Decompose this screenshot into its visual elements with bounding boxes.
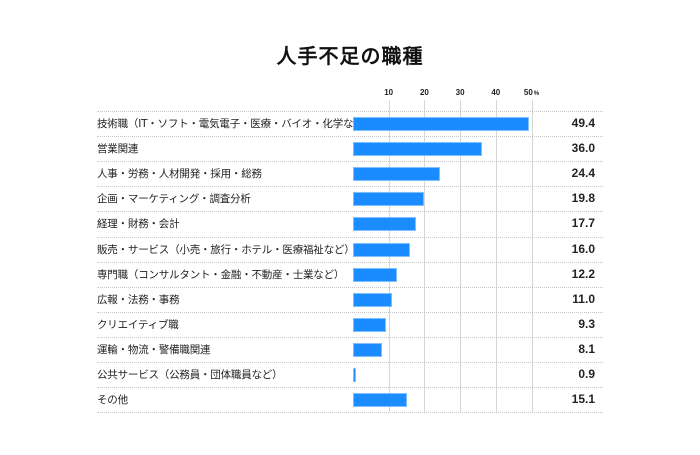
chart-row: 経理・財務・会計 17.7 xyxy=(97,211,603,236)
category-label: 専門職（コンサルタント・金融・不動産・士業など） xyxy=(97,268,345,281)
chart-row: 運輸・物流・警備職関連 8.1 xyxy=(97,336,603,362)
value-label: 12.2 xyxy=(571,266,595,281)
value-label: 15.1 xyxy=(571,392,595,407)
value-label: 49.4 xyxy=(571,116,595,130)
value-label: 36.0 xyxy=(571,141,595,156)
tick-value: 20 xyxy=(419,88,429,97)
category-label: 企画・マーケティング・調査分析 xyxy=(97,193,251,206)
gridline xyxy=(532,100,533,412)
value-label: 17.7 xyxy=(571,216,595,231)
category-label: 経理・財務・会計 xyxy=(97,218,180,231)
chart-title: 人手不足の職種 xyxy=(276,44,424,68)
chart-row: 販売・サービス（小売・旅行・ホテル・医療福祉など） 16.0 xyxy=(97,236,603,262)
bar xyxy=(353,393,407,408)
value-label: 19.8 xyxy=(571,191,595,206)
value-label: 11.0 xyxy=(572,291,595,306)
bar xyxy=(353,292,393,307)
chart-row: 公共サービス（公務員・団体職員など） 0.9 xyxy=(97,362,603,387)
x-axis-labels: 10 20 30 40 50% xyxy=(0,88,700,102)
category-label: 人事・労務・人材開発・採用・総務 xyxy=(97,168,262,181)
chart-row: 広報・法務・事務 11.0 xyxy=(97,286,603,312)
category-label: 公共サービス（公務員・団体職員など） xyxy=(97,369,283,381)
chart-row: 人事・労務・人材開発・採用・総務 24.4 xyxy=(97,161,603,186)
category-label: 運輸・物流・警備職関連 xyxy=(97,343,211,356)
unit-label: % xyxy=(533,91,540,97)
x-tick-label: 50% xyxy=(524,88,539,97)
bar xyxy=(353,317,387,332)
bar xyxy=(353,242,411,257)
x-tick-label: 20 xyxy=(420,88,429,97)
category-label: クリエイティブ職 xyxy=(97,318,179,331)
chart-row: 専門職（コンサルタント・金融・不動産・士業など） 12.2 xyxy=(97,261,603,287)
bar xyxy=(353,142,482,157)
chart-row: その他 15.1 xyxy=(97,387,603,414)
gridline xyxy=(460,100,461,412)
chart-row: 営業関連 36.0 xyxy=(97,136,603,161)
chart-row: クリエイティブ職 9.3 xyxy=(97,311,603,337)
category-label: 販売・サービス（小売・旅行・ホテル・医療福祉など） xyxy=(97,243,355,256)
bar xyxy=(353,342,382,357)
value-label: 9.3 xyxy=(578,316,595,331)
category-label: 技術職（IT・ソフト・電気電子・医療・バイオ・化学など） xyxy=(97,118,374,130)
bar xyxy=(353,217,417,232)
gridline xyxy=(496,100,497,412)
x-tick-label: 10 xyxy=(384,88,393,97)
value-label: 16.0 xyxy=(571,241,595,256)
bar xyxy=(353,267,397,282)
gridline xyxy=(424,100,425,412)
value-label: 24.4 xyxy=(571,166,595,181)
tick-value: 50 xyxy=(523,88,533,97)
category-label: 広報・法務・事務 xyxy=(97,293,180,306)
bar xyxy=(353,192,424,207)
bar xyxy=(353,368,357,382)
bar-chart: 技術職（IT・ソフト・電気電子・医療・バイオ・化学など） 49.4 営業関連 36.0… xyxy=(97,111,603,414)
x-tick-label: 30 xyxy=(456,88,465,97)
value-label: 0.9 xyxy=(578,367,595,381)
bar xyxy=(353,117,530,131)
tick-value: 40 xyxy=(491,88,501,97)
tick-value: 10 xyxy=(384,88,394,97)
x-tick-label: 40 xyxy=(491,88,500,97)
bar xyxy=(353,167,441,182)
category-label: その他 xyxy=(97,394,128,407)
category-label: 営業関連 xyxy=(97,143,139,156)
chart-row: 技術職（IT・ソフト・電気電子・医療・バイオ・化学など） 49.4 xyxy=(97,111,603,136)
value-label: 8.1 xyxy=(578,341,595,356)
tick-value: 30 xyxy=(455,88,465,97)
chart-row: 企画・マーケティング・調査分析 19.8 xyxy=(97,186,603,211)
